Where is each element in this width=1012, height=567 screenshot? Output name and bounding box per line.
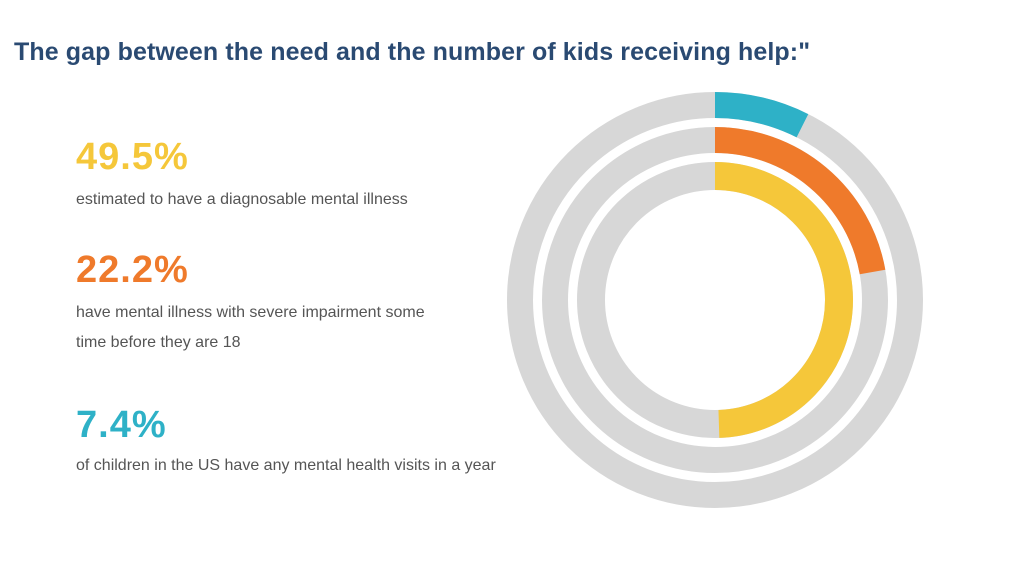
stat-severe-impairment: 22.2% have mental illness with severe im… — [76, 250, 425, 358]
stat-description: estimated to have a diagnosable mental i… — [76, 191, 408, 208]
stat-diagnosable: 49.5% estimated to have a diagnosable me… — [76, 137, 408, 215]
ring-arc-middle — [714, 127, 886, 275]
ring-arc-inner — [714, 162, 853, 438]
stat-description: of children in the US have any mental he… — [76, 457, 496, 474]
radial-bar-chart — [500, 85, 930, 520]
stat-value: 22.2% — [76, 249, 189, 291]
stat-description-line: have mental illness with severe impairme… — [76, 304, 425, 321]
stat-value: 7.4% — [76, 404, 167, 446]
stat-description-line: time before they are 18 — [76, 334, 241, 351]
stat-description: have mental illness with severe impairme… — [76, 298, 425, 358]
chart-canvas — [507, 92, 923, 508]
stat-health-visits: 7.4% of children in the US have any ment… — [76, 405, 496, 481]
page-title: The gap between the need and the number … — [14, 38, 811, 66]
ring-arc-outer — [714, 92, 809, 138]
stat-value: 49.5% — [76, 136, 189, 178]
